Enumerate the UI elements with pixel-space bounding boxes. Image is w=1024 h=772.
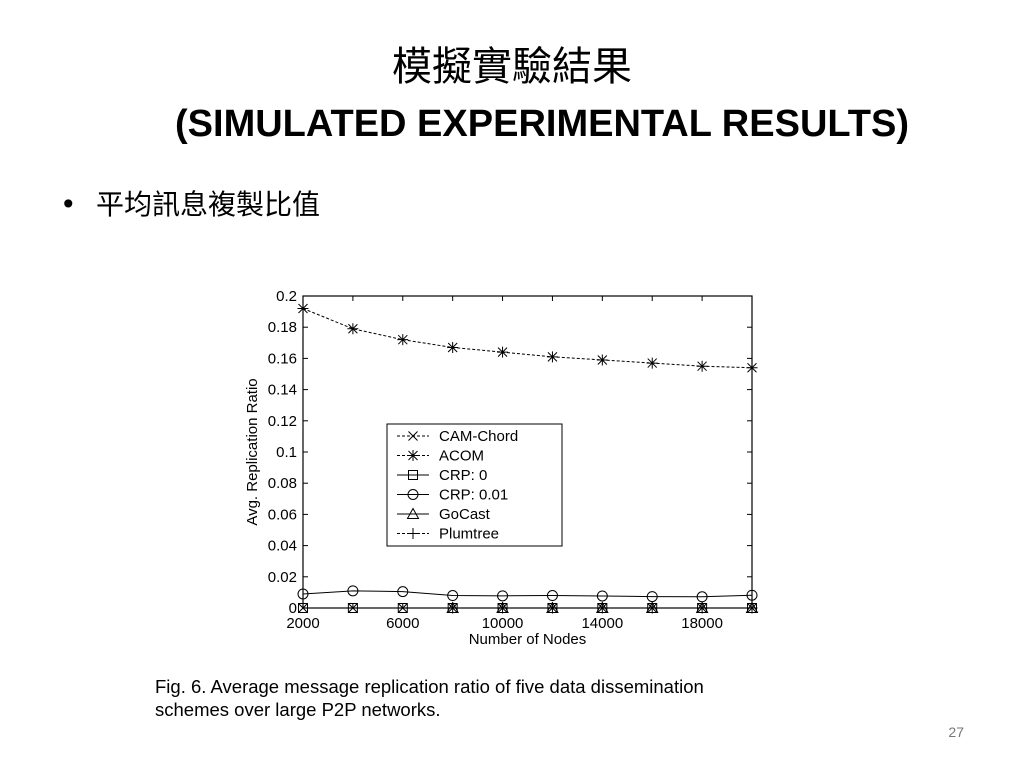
legend-marker [407,528,419,539]
legend-marker [407,450,419,461]
data-point-plumtree [447,602,459,614]
caption-line-1: Fig. 6. Average message replication rati… [155,676,704,697]
data-point-acom [696,360,708,372]
y-tick-label: 0.04 [268,538,297,555]
series-line-crp-0-01 [302,590,753,598]
y-tick-label: 0 [289,600,297,617]
x-tick-label: 10000 [482,615,524,632]
data-point-crp-0-01 [447,590,459,602]
series-line-acom [302,308,753,369]
y-tick-label: 0.18 [268,319,297,336]
page-number: 27 [948,724,964,740]
figure-caption: Fig. 6. Average message replication rati… [155,675,845,721]
legend-marker [408,470,418,480]
x-tick-label: 6000 [386,615,419,632]
data-point-acom [746,362,758,374]
data-point-acom [646,357,658,369]
y-tick-label: 0.06 [268,506,297,523]
data-point-crp-0-01 [297,588,309,600]
data-point-plumtree [646,602,658,614]
y-axis-label: Avg. Replication Ratio [244,378,261,525]
data-point-acom [447,341,459,353]
legend-label: Plumtree [439,526,499,543]
data-point-acom [546,351,558,363]
data-point-acom [297,302,309,314]
x-tick-label: 2000 [286,615,319,632]
y-tick-label: 0.14 [268,382,297,399]
y-tick-label: 0.16 [268,350,297,367]
y-tick-label: 0.02 [268,569,297,586]
y-tick-label: 0.1 [276,444,297,461]
x-tick-label: 14000 [581,615,623,632]
data-point-plumtree [596,602,608,614]
y-tick-label: 0.12 [268,413,297,430]
data-point-crp-0-01 [397,586,409,598]
y-tick-label: 0.2 [276,288,297,305]
legend-label: GoCast [439,506,491,523]
data-point-acom [347,323,359,335]
bullet-item: • 平均訊息複製比值 [60,185,320,225]
legend-marker [406,507,420,519]
bullet-marker: • [60,188,77,221]
x-tick-label: 18000 [681,615,723,632]
data-point-crp-0 [347,603,358,613]
data-point-crp-0 [397,603,408,613]
data-point-crp-0-01 [497,590,509,602]
data-point-acom [497,346,509,358]
y-tick-label: 0.08 [268,475,297,492]
legend-box [386,423,563,547]
legend-label: CRP: 0.01 [439,487,508,504]
data-point-crp-0-01 [347,585,359,597]
slide-title-english: (SIMULATED EXPERIMENTAL RESULTS) [175,103,909,145]
x-axis-label: Number of Nodes [469,631,587,648]
data-point-plumtree [696,602,708,614]
data-point-crp-0-01 [746,589,758,601]
data-point-plumtree [746,602,758,614]
data-point-plumtree [497,602,509,614]
legend-marker [408,431,418,441]
data-point-acom [397,334,409,346]
legend-marker [407,489,419,500]
bullet-text: 平均訊息複製比值 [96,188,321,221]
slide-title-chinese: 模擬實驗結果 [392,44,632,90]
caption-line-2: schemes over large P2P networks. [155,699,441,720]
data-point-crp-0-01 [596,590,608,602]
legend-label: CRP: 0 [439,467,487,484]
data-point-crp-0-01 [546,590,558,602]
legend-label: CAM-Chord [439,428,518,445]
legend-label: ACOM [439,448,484,465]
data-point-plumtree [546,602,558,614]
data-point-acom [596,354,608,366]
data-point-crp-0 [298,603,308,613]
